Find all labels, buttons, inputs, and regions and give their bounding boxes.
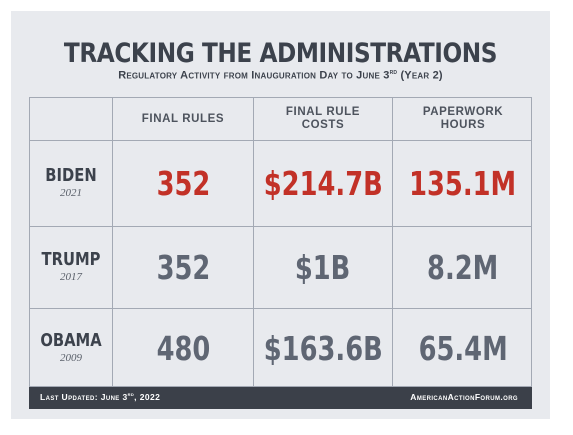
- table-divider: [112, 98, 113, 386]
- value-cell: $1B: [254, 227, 392, 308]
- table-divider: [392, 98, 393, 386]
- row-name: BIDEN: [45, 165, 97, 186]
- value-cell: 480: [113, 309, 253, 388]
- row-header: TRUMP 2017: [30, 249, 112, 283]
- row-year: 2021: [60, 187, 82, 199]
- row-year: 2017: [60, 271, 82, 283]
- row-header: OBAMA 2009: [30, 330, 112, 364]
- data-table: FINAL RULES FINAL RULE COSTS PAPERWORK HOURS…: [29, 97, 532, 387]
- value-text: $214.7B: [263, 164, 383, 203]
- column-header: FINAL RULE COSTS: [254, 98, 392, 140]
- value-cell: $214.7B: [254, 141, 392, 226]
- column-header-line: HOURS: [440, 119, 486, 131]
- subtitle-prefix: Regulatory Activity from Inauguration Da…: [118, 69, 390, 82]
- source-link[interactable]: AmericanActionForum.org: [410, 392, 518, 402]
- value-cell: 135.1M: [393, 141, 533, 226]
- last-updated-suffix: , 2022: [134, 392, 161, 402]
- table-divider: [30, 226, 531, 227]
- footer-bar: Last Updated: June 3rd, 2022 AmericanAct…: [29, 387, 532, 409]
- column-header-line: PAPERWORK: [422, 106, 504, 118]
- value-text: $1B: [295, 248, 351, 287]
- last-updated-sup: rd: [127, 392, 135, 399]
- column-header: PAPERWORK HOURS: [393, 98, 533, 140]
- row-header: BIDEN 2021: [30, 165, 112, 199]
- row-year: 2009: [60, 352, 82, 364]
- last-updated: Last Updated: June 3rd, 2022: [40, 392, 160, 402]
- row-name: TRUMP: [41, 249, 101, 270]
- last-updated-prefix: Last Updated: June 3: [40, 392, 128, 402]
- value-text: 8.2M: [427, 248, 499, 287]
- table-divider: [30, 140, 531, 141]
- value-text: 480: [156, 329, 210, 368]
- value-text: 352: [156, 248, 210, 287]
- value-cell: 352: [113, 141, 253, 226]
- subtitle-suffix: (Year 2): [397, 69, 443, 82]
- value-text: 135.1M: [409, 164, 517, 203]
- value-cell: 8.2M: [393, 227, 533, 308]
- subtitle-sup: rd: [389, 69, 398, 76]
- chart-subtitle: Regulatory Activity from Inauguration Da…: [11, 69, 550, 82]
- value-cell: $163.6B: [254, 309, 392, 388]
- value-cell: 352: [113, 227, 253, 308]
- value-cell: 65.4M: [393, 309, 533, 388]
- table-divider: [30, 308, 531, 309]
- value-text: 65.4M: [418, 329, 508, 368]
- table-divider: [253, 98, 254, 386]
- column-header-line: COSTS: [301, 119, 345, 131]
- chart-title: TRACKING THE ADMINISTRATIONS: [63, 38, 498, 69]
- column-header-line: FINAL RULE: [285, 106, 361, 118]
- infographic-card: TRACKING THE ADMINISTRATIONS Regulatory …: [11, 11, 550, 419]
- row-name: OBAMA: [40, 330, 102, 351]
- value-text: $163.6B: [263, 329, 383, 368]
- column-header-line: FINAL RULES: [141, 112, 225, 125]
- column-header: FINAL RULES: [113, 98, 253, 140]
- value-text: 352: [156, 164, 210, 203]
